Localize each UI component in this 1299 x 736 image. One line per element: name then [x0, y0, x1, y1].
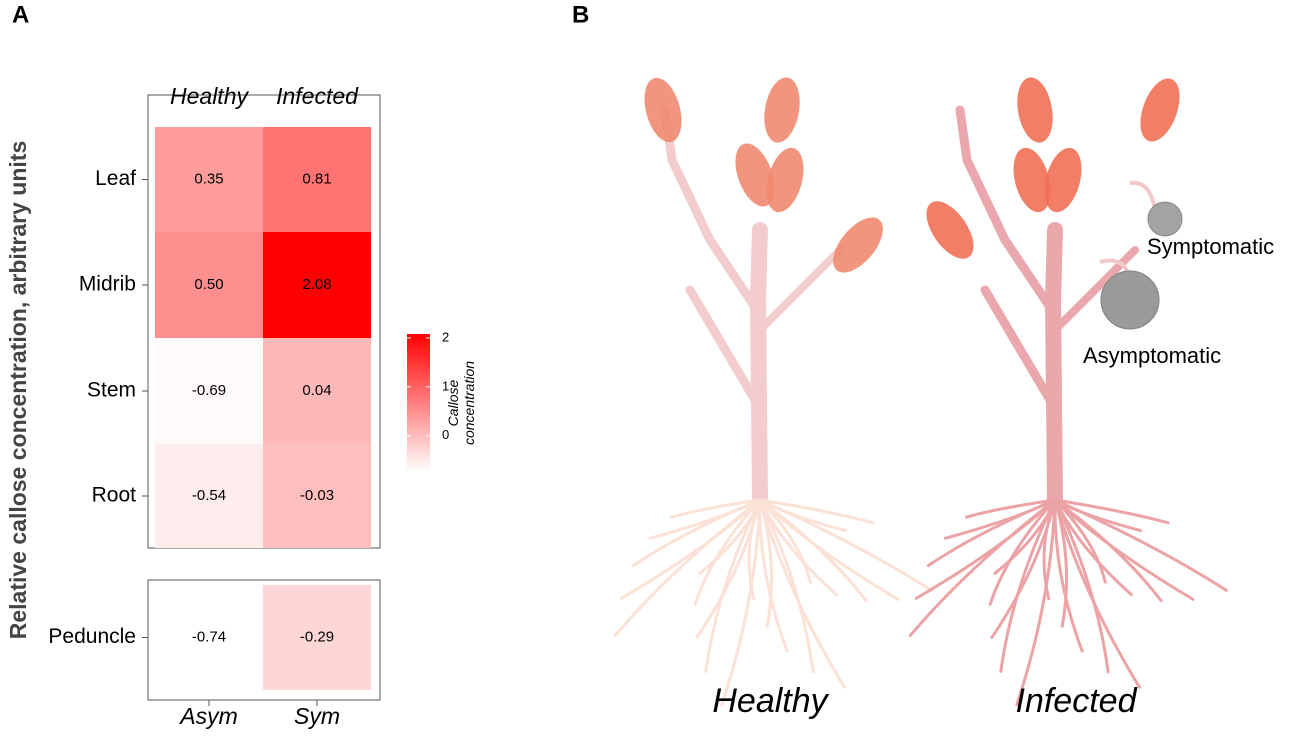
pathogen — [1147, 201, 1183, 237]
annotation: Asymptomatic — [1083, 343, 1221, 368]
heat-cell — [263, 444, 371, 548]
stem — [758, 498, 846, 689]
colorbar — [407, 334, 430, 472]
stem — [1053, 498, 1133, 597]
heat-cell — [155, 585, 263, 690]
stem — [758, 498, 789, 653]
stem — [1053, 498, 1084, 653]
stem — [1044, 222, 1063, 508]
stem — [758, 498, 815, 674]
heat-cell — [155, 338, 263, 444]
heatmap: Leaf 0.35 0.81 Midrib 0.50 2.08 Stem -0.69 0.04 R… — [48, 83, 476, 729]
stem — [908, 498, 1057, 637]
stem — [1053, 498, 1195, 601]
facet-frame — [147, 579, 381, 701]
row-label: Leaf — [95, 167, 136, 190]
stem — [955, 105, 1057, 315]
column-label: Sym — [294, 703, 340, 729]
annotation: Symptomatic — [1147, 234, 1274, 259]
leaf — [644, 77, 682, 143]
leaf — [833, 217, 883, 273]
connector — [1129, 180, 1157, 211]
y-axis-label: Relative callose concentration, arbitrar… — [5, 141, 31, 640]
leaf — [1044, 147, 1082, 213]
leaf — [735, 143, 775, 207]
colorbar-title: Calloseconcentration — [445, 361, 477, 445]
row-label: Stem — [87, 379, 136, 402]
stem — [685, 285, 760, 405]
stem — [1042, 498, 1057, 601]
leaf — [766, 147, 804, 213]
stem — [613, 498, 762, 637]
cell-label: -0.03 — [300, 487, 334, 504]
stem — [1053, 498, 1143, 533]
stem — [704, 498, 762, 673]
stem — [693, 498, 762, 606]
stem — [988, 498, 1057, 606]
leaf — [1140, 78, 1180, 142]
heat-cell — [263, 127, 371, 232]
heat-cell — [263, 232, 371, 338]
plant-label: Healthy — [712, 682, 829, 720]
stem — [980, 285, 1055, 405]
heat-cell — [155, 444, 263, 548]
stem — [1053, 498, 1170, 525]
cell-label: -0.29 — [300, 628, 334, 645]
cell-label: -0.74 — [192, 628, 226, 645]
stem — [758, 498, 900, 601]
colorbar-title-line: Callose — [445, 379, 461, 426]
panel-label: A — [12, 1, 29, 28]
stem — [669, 498, 762, 519]
cell-label: -0.69 — [192, 382, 226, 399]
column-label: Asym — [178, 703, 238, 729]
leaf — [764, 77, 800, 143]
colorbar-tick-label: 0 — [442, 427, 449, 442]
panel-label: B — [572, 1, 589, 28]
stem — [720, 498, 762, 707]
plant-label: Infected — [1016, 682, 1138, 720]
stem — [1015, 498, 1057, 707]
colorbar-tick-label: 2 — [442, 329, 449, 344]
illustration — [613, 77, 1228, 707]
column-label: Infected — [276, 83, 359, 109]
heat-cell — [155, 232, 263, 338]
column-label: Healthy — [170, 83, 249, 109]
stem — [758, 498, 875, 525]
leaf — [1017, 77, 1053, 143]
row-label: Peduncle — [48, 625, 136, 648]
cell-label: 0.81 — [302, 170, 331, 187]
cell-label: 2.08 — [302, 276, 331, 293]
row-label: Midrib — [79, 273, 136, 296]
row-label: Root — [92, 484, 137, 507]
stem — [756, 246, 844, 334]
cell-label: 0.04 — [302, 382, 331, 399]
heat-cell — [155, 127, 263, 232]
stem — [999, 498, 1057, 673]
cell-label: -0.54 — [192, 487, 226, 504]
heat-cell — [263, 338, 371, 444]
stem — [964, 498, 1057, 519]
stem — [749, 222, 768, 508]
colorbar-title-line: concentration — [461, 361, 477, 445]
stem — [747, 498, 762, 601]
cell-label: 0.35 — [194, 170, 223, 187]
stem — [660, 105, 762, 315]
cell-label: 0.50 — [194, 276, 223, 293]
stem — [758, 498, 838, 597]
leaf — [1013, 147, 1051, 213]
stem — [926, 498, 1057, 568]
stem — [1053, 498, 1110, 674]
leaf — [926, 201, 974, 259]
pathogen — [1100, 270, 1160, 330]
heat-cell — [263, 585, 371, 690]
colorbar-tick-label: 1 — [442, 378, 449, 393]
stem — [631, 498, 762, 568]
stem — [1053, 498, 1141, 689]
stem — [758, 498, 848, 533]
